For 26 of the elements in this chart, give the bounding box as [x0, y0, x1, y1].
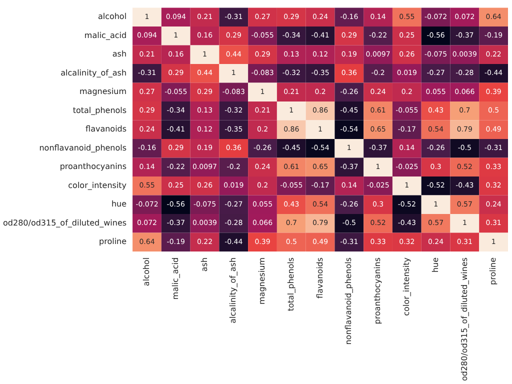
- y-tick-label: ash: [112, 50, 127, 59]
- y-tick-label: malic_acid: [84, 30, 127, 40]
- y-tick-label: proanthocyanins: [60, 162, 127, 172]
- y-tick-label: nonflavanoid_phenols: [39, 143, 127, 152]
- x-tick-label: hue: [430, 257, 440, 273]
- y-tick-label: alcohol: [98, 12, 127, 22]
- y-tick-label: od280/od315_of_diluted_wines: [3, 218, 127, 228]
- x-tick-label: proanthocyanins: [373, 257, 382, 324]
- y-tick-label: flavanoids: [86, 124, 127, 134]
- x-tick-label: od280/od315_of_diluted_wines: [460, 257, 469, 381]
- x-tick-label: magnesium: [258, 257, 267, 304]
- y-tick-label: color_intensity: [68, 180, 127, 190]
- x-tick-label: total_phenols: [286, 257, 296, 312]
- y-tick-label: hue: [111, 200, 127, 209]
- y-tick-label: proline: [99, 237, 127, 246]
- x-tick-label: alcalinity_of_ash: [228, 257, 238, 324]
- x-tick-label: color_intensity: [402, 257, 411, 316]
- x-tick-label: flavanoids: [315, 257, 324, 298]
- y-tick-label: total_phenols: [72, 106, 127, 115]
- x-tick-label: malic_acid: [170, 257, 180, 300]
- x-tick-label: proline: [488, 257, 498, 285]
- x-tick-label: ash: [200, 257, 209, 272]
- y-tick-label: magnesium: [80, 87, 127, 96]
- x-tick-label: alcohol: [142, 257, 152, 286]
- x-tick-label: nonflavanoid_phenols: [344, 257, 354, 345]
- y-tick-label: alcalinity_of_ash: [60, 68, 127, 78]
